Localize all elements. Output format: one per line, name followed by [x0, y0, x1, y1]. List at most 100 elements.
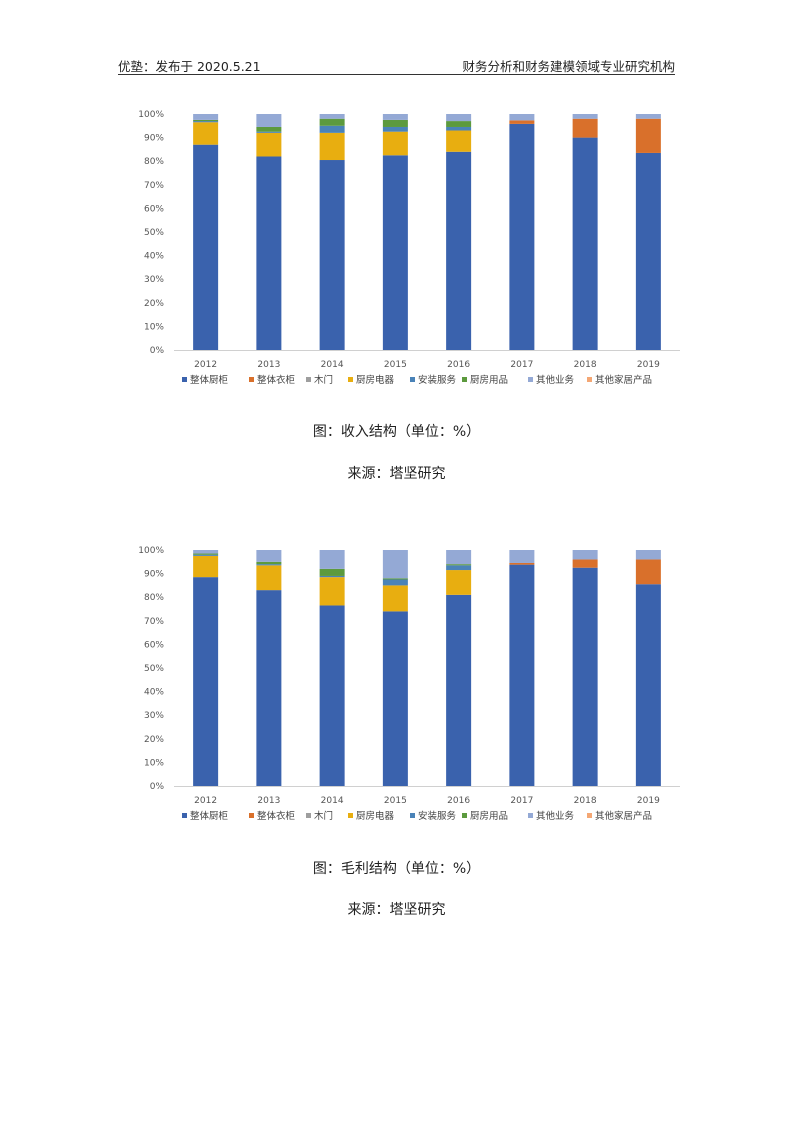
x-tick-label-2015: 2015	[384, 796, 407, 806]
y-tick-label: 20%	[144, 299, 164, 309]
legend-label: 木门	[314, 374, 333, 386]
bar-segment-2017-s0	[509, 123, 535, 350]
legend-swatch	[462, 813, 467, 818]
y-tick-label: 80%	[144, 157, 164, 167]
legend-swatch	[587, 377, 592, 382]
legend-swatch	[528, 377, 533, 382]
legend-swatch	[348, 813, 353, 818]
bar-segment-2012-s3	[193, 122, 219, 145]
x-tick-label-2018: 2018	[574, 360, 597, 370]
bar-segment-2012-s5	[193, 119, 219, 122]
bar-segment-2017-s1	[509, 120, 535, 124]
bar-segment-2013-s5	[256, 561, 282, 565]
legend-swatch	[306, 377, 311, 382]
y-tick-label: 30%	[144, 711, 164, 721]
x-tick-label-2013: 2013	[257, 360, 280, 370]
bar-segment-2017-s6	[509, 550, 535, 563]
bar-segment-2012-s4	[193, 554, 219, 556]
bar-segment-2013-s5	[256, 126, 282, 132]
y-tick-label: 100%	[138, 110, 164, 120]
bar-segment-2019-s6	[635, 114, 661, 119]
bar-segment-2016-s3	[446, 570, 472, 595]
bar-segment-2015-s5	[382, 578, 408, 580]
legend-label: 厨房电器	[356, 810, 395, 822]
x-tick-label-2013: 2013	[257, 796, 280, 806]
legend-label: 厨房电器	[356, 374, 395, 386]
bar-segment-2013-s3	[256, 565, 282, 591]
bar-segment-2013-s6	[256, 114, 282, 127]
legend-label: 其他业务	[536, 374, 575, 386]
bar-segment-2014-s4	[319, 575, 345, 578]
bar-segment-2016-s5	[446, 121, 472, 127]
bar-segment-2012-s4	[193, 121, 219, 123]
legend-swatch	[410, 377, 415, 382]
bar-segment-2018-s1	[572, 559, 598, 568]
header-publish-info: 优塾：发布于 2020.5.21	[118, 59, 261, 74]
bar-segment-2016-s0	[446, 594, 472, 786]
x-tick-label-2012: 2012	[194, 796, 217, 806]
bar-segment-2018-s6	[572, 550, 598, 560]
bar-segment-2014-s0	[319, 160, 345, 350]
x-tick-label-2016: 2016	[447, 796, 470, 806]
y-tick-label: 100%	[138, 546, 164, 556]
bar-segment-2017-s6	[509, 114, 535, 121]
bar-segment-2019-s1	[635, 559, 661, 585]
y-tick-label: 70%	[144, 181, 164, 191]
bar-segment-2016-s3	[446, 130, 472, 152]
bar-segment-2012-s5	[193, 553, 219, 555]
x-tick-label-2017: 2017	[510, 796, 533, 806]
bar-segment-2013-s4	[256, 564, 282, 566]
x-tick-label-2014: 2014	[321, 360, 344, 370]
bar-segment-2017-s0	[509, 564, 535, 786]
legend-label: 木门	[314, 810, 333, 822]
x-tick-label-2018: 2018	[574, 796, 597, 806]
bar-segment-2016-s4	[446, 126, 472, 131]
bar-segment-2018-s1	[572, 118, 598, 138]
bar-segment-2014-s6	[319, 114, 345, 119]
legend-label: 其他业务	[536, 810, 575, 822]
chart-caption-revenue: 图：收入结构（单位：%）	[312, 424, 481, 440]
legend-swatch	[410, 813, 415, 818]
bar-segment-2015-s3	[382, 131, 408, 156]
bar-segment-2016-s4	[446, 565, 472, 571]
legend-label: 安装服务	[418, 810, 457, 822]
bar-segment-2015-s5	[382, 119, 408, 127]
bar-segment-2014-s5	[319, 118, 345, 126]
bar-segment-2019-s1	[635, 118, 661, 153]
y-tick-label: 0%	[150, 346, 165, 356]
legend-swatch	[306, 813, 311, 818]
x-tick-label-2012: 2012	[194, 360, 217, 370]
chart-caption-gross-profit: 图：毛利结构（单位：%）	[312, 861, 481, 877]
bar-segment-2019-s0	[635, 584, 661, 786]
chart-source-gross-profit: 来源：塔坚研究	[347, 902, 446, 918]
revenue-structure-chart-svg: 0% 10% 20% 30% 40% 50% 60% 70% 80% 90% 100% 2012 201…	[138, 110, 680, 386]
y-tick-label: 80%	[144, 593, 164, 603]
y-tick-label: 0%	[150, 782, 165, 792]
legend-label: 厨房用品	[470, 810, 508, 822]
legend-label: 厨房用品	[470, 374, 508, 386]
y-tick-label: 50%	[144, 664, 164, 674]
bar-segment-2015-s6	[382, 114, 408, 120]
y-tick-label: 40%	[144, 252, 164, 262]
legend-swatch	[528, 813, 533, 818]
x-tick-label-2014: 2014	[321, 796, 344, 806]
bar-segment-2016-s6	[446, 550, 472, 565]
x-tick-label-2015: 2015	[384, 360, 407, 370]
legend-swatch	[462, 377, 467, 382]
x-tick-label-2017: 2017	[510, 360, 533, 370]
bar-segment-2018-s6	[572, 114, 598, 119]
bar-segment-2013-s4	[256, 131, 282, 133]
y-tick-label: 30%	[144, 275, 164, 285]
legend-label: 其他家居产品	[595, 810, 652, 822]
revenue-structure-chart: 0% 10% 20% 30% 40% 50% 60% 70% 80% 90% 100% 2012 201…	[118, 104, 688, 394]
y-tick-label: 10%	[144, 322, 164, 332]
x-tick-label-2016: 2016	[447, 360, 470, 370]
bar-segment-2012-s3	[193, 555, 219, 578]
bar-segment-2016-s0	[446, 151, 472, 350]
legend-swatch	[587, 813, 592, 818]
bar-segment-2012-s6	[193, 114, 219, 120]
bar-segment-2016-s5	[446, 564, 472, 566]
x-tick-label-2019: 2019	[637, 360, 660, 370]
legend-label: 整体厨柜	[190, 810, 229, 822]
legend-label: 其他家居产品	[595, 374, 652, 386]
